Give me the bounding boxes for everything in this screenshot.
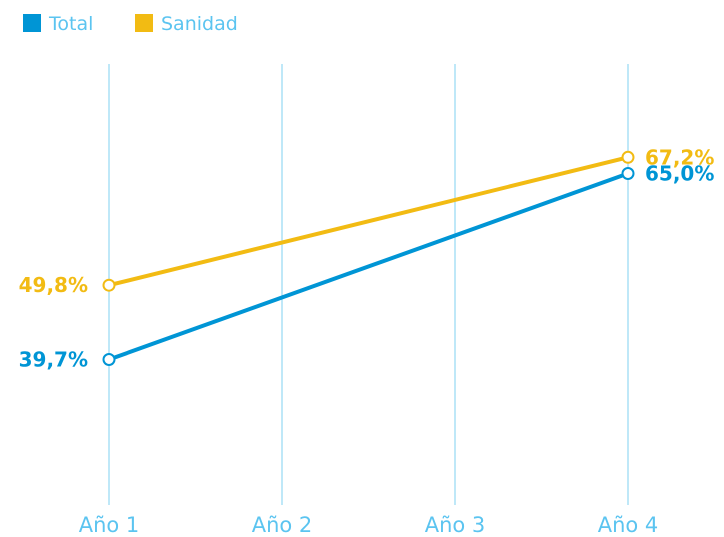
data-label-total: 39,7% [19, 348, 88, 372]
data-point-total [102, 353, 116, 366]
legend-swatch-sanidad [135, 14, 153, 32]
data-label-sanidad: 67,2% [645, 145, 714, 169]
series-line-total [107, 171, 630, 362]
data-label-sanidad: 49,8% [19, 273, 88, 297]
legend-swatch-total [23, 14, 41, 32]
x-tick-label: Año 1 [79, 513, 140, 537]
data-point-total [621, 167, 635, 180]
legend-label-sanidad: Sanidad [161, 13, 238, 35]
data-point-sanidad [102, 278, 116, 292]
data-labels: 39,7% 65,0% 49,8% 67,2% [19, 145, 715, 371]
data-label-total: 65,0% [645, 162, 714, 186]
x-axis: Año 1 Año 2 Año 3 Año 4 [79, 513, 659, 537]
vertical-grid [108, 64, 629, 505]
series-total [102, 167, 635, 366]
data-point-sanidad [621, 150, 635, 164]
series-line-sanidad [107, 155, 630, 288]
x-tick-label: Año 4 [598, 513, 659, 537]
series-sanidad [102, 150, 635, 292]
x-tick-label: Año 2 [252, 513, 313, 537]
legend: Total Sanidad [23, 13, 238, 35]
x-tick-label: Año 3 [425, 513, 486, 537]
series-layer [102, 150, 635, 366]
legend-label-total: Total [48, 13, 93, 35]
